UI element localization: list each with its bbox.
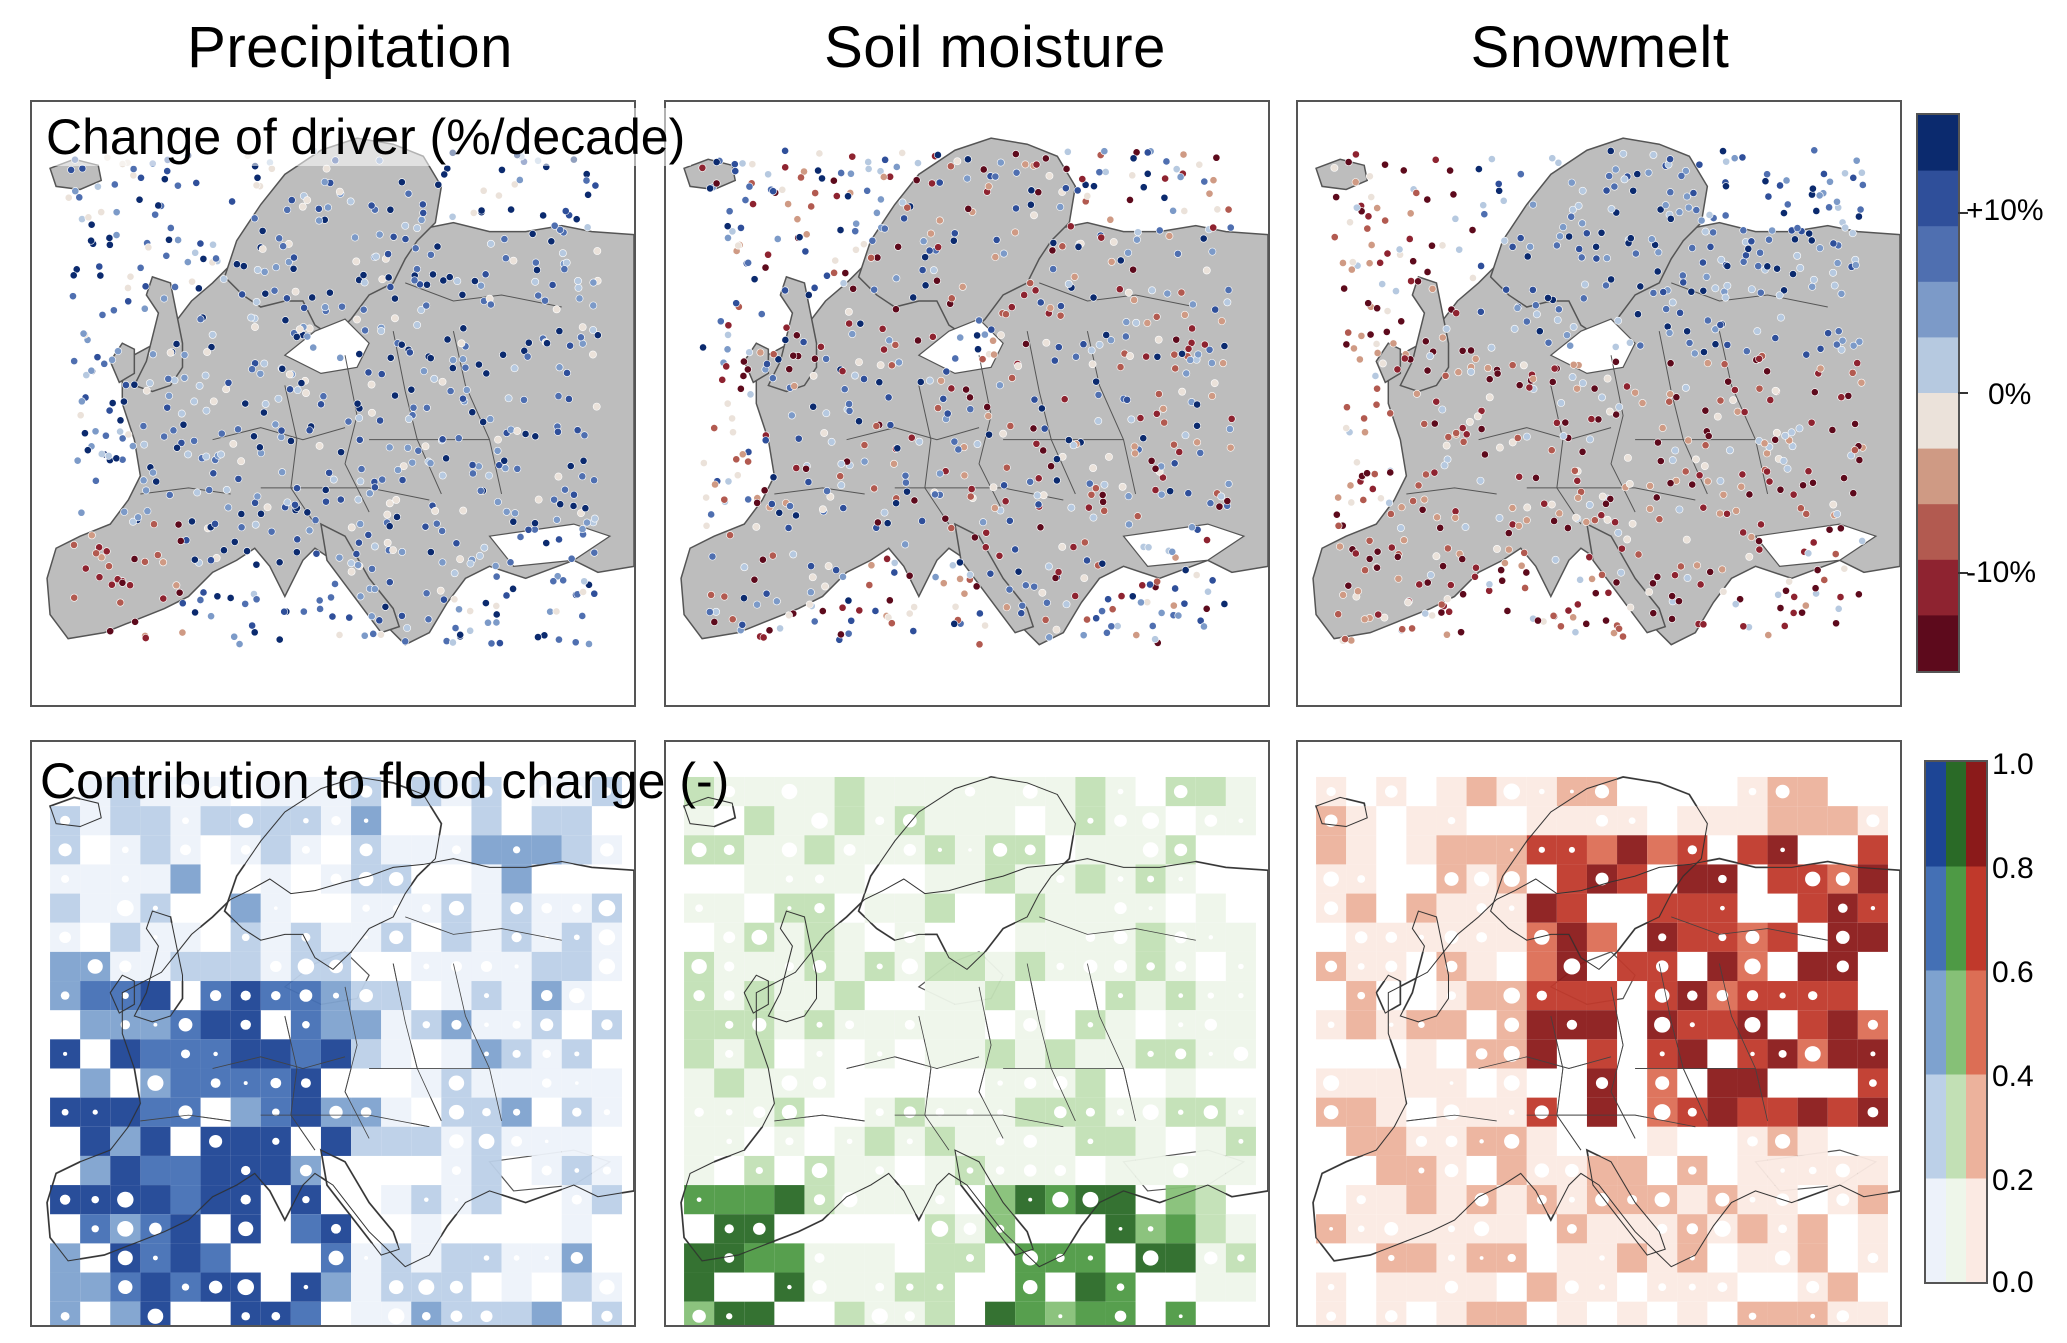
map-soil-moisture-contribution	[664, 740, 1270, 1327]
map-soil-moisture-change	[664, 100, 1270, 707]
row-label-contribution: Contribution to flood change (-)	[40, 753, 730, 809]
colorbar-change-tickmark	[1958, 212, 1968, 214]
colorbar-contribution-tick-0-2: 0.2	[1992, 1164, 2034, 1197]
colorbar-change-tick-plus10: +10%	[1966, 194, 2044, 227]
colorbar-contribution	[1924, 760, 1988, 1284]
colorbar-change	[1916, 113, 1960, 673]
colorbar-contribution-tick-0-4: 0.4	[1992, 1060, 2034, 1093]
colorbar-contribution-tick-0-0: 0.0	[1992, 1266, 2034, 1299]
colorbar-contribution-tick-1-0: 1.0	[1992, 748, 2034, 781]
map-precipitation-change	[30, 100, 636, 707]
colorbar-change-tick-minus10: -10%	[1966, 556, 2037, 589]
row-label-change-of-driver: Change of driver (%/decade)	[40, 108, 692, 166]
map-snowmelt-contribution	[1296, 740, 1902, 1327]
colorbar-contribution-tick-0-8: 0.8	[1992, 852, 2034, 885]
title-snowmelt: Snowmelt	[1470, 15, 1730, 80]
title-precipitation: Precipitation	[187, 15, 513, 80]
colorbar-contribution-tick-0-6: 0.6	[1992, 956, 2034, 989]
colorbar-change-tickmark	[1958, 572, 1968, 574]
colorbar-change-tickmark	[1958, 392, 1968, 394]
colorbar-change-tick-zero: 0%	[1988, 378, 2032, 411]
map-snowmelt-change	[1296, 100, 1902, 707]
map-precipitation-contribution	[30, 740, 636, 1327]
title-soil-moisture: Soil moisture	[824, 15, 1166, 80]
